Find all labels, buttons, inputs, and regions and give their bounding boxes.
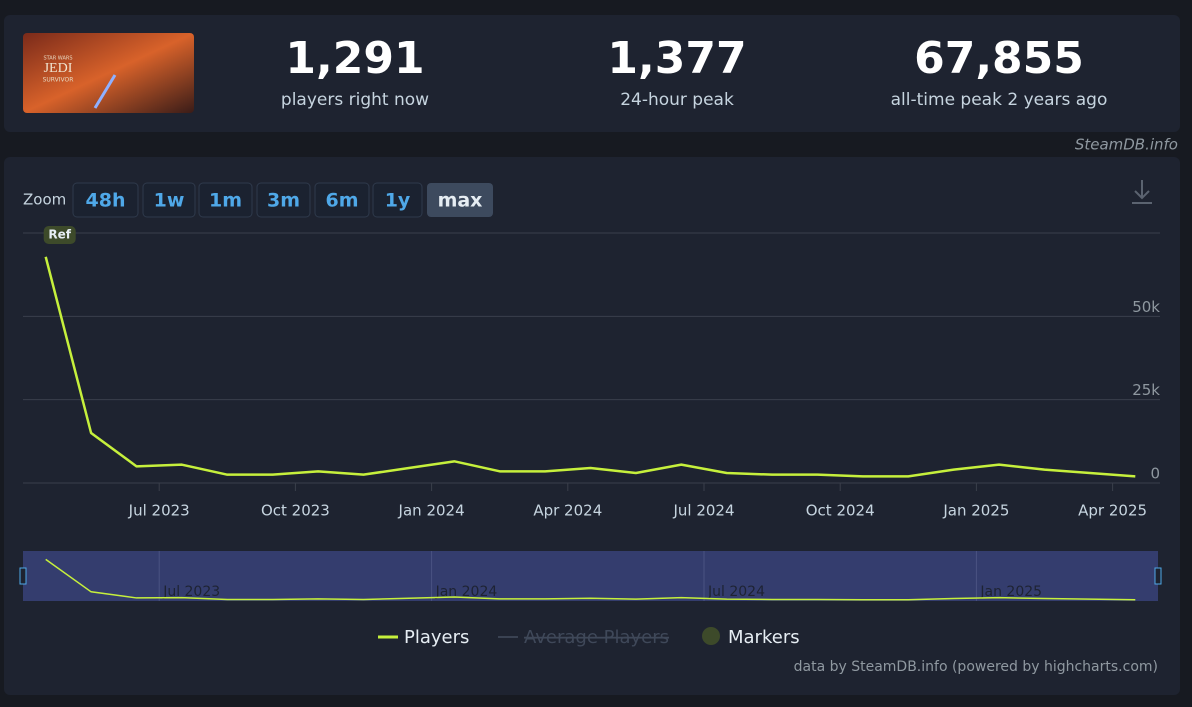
source-label[interactable]: SteamDB.info — [1075, 136, 1178, 154]
stat-value: 67,855 — [914, 33, 1084, 84]
art-text: SURVIVOR — [43, 77, 74, 84]
zoom-button-label[interactable]: 3m — [267, 190, 300, 212]
marker-flag-label[interactable]: Ref — [48, 228, 71, 242]
zoom-button[interactable] — [142, 182, 196, 218]
navigator-label: Jul 2024 — [707, 584, 765, 600]
stat-label: all-time peak 2 years ago — [891, 90, 1108, 110]
zoom-button-label[interactable]: 48h — [86, 190, 126, 212]
x-tick-label: Oct 2023 — [261, 502, 330, 520]
legend-label[interactable]: Average Players — [524, 627, 669, 648]
x-tick-label: Jul 2023 — [128, 502, 190, 520]
chart-panel — [4, 157, 1180, 695]
zoom-button[interactable] — [72, 182, 139, 218]
chart-credit[interactable]: data by SteamDB.info (powered by highcha… — [794, 659, 1158, 675]
zoom-button[interactable] — [256, 182, 311, 218]
stat-value: 1,377 — [607, 33, 746, 84]
players-line — [44, 256, 1136, 478]
legend-swatch[interactable] — [702, 627, 720, 645]
zoom-button-label[interactable]: 6m — [325, 190, 358, 212]
navigator-handle[interactable] — [19, 567, 27, 585]
stat-label: players right now — [281, 90, 429, 110]
y-tick-label: 50k — [1132, 298, 1160, 316]
zoom-button-label[interactable]: max — [438, 190, 483, 212]
zoom-button[interactable] — [372, 182, 423, 218]
marker-flag[interactable] — [43, 226, 76, 244]
zoom-label: Zoom — [23, 191, 66, 209]
legend-label[interactable]: Players — [404, 627, 469, 648]
art-text: JEDI — [44, 61, 73, 76]
zoom-button-label[interactable]: 1m — [209, 190, 242, 212]
navigator-line — [45, 558, 1136, 601]
zoom-button[interactable] — [314, 182, 370, 218]
navigator-handle[interactable] — [1154, 567, 1162, 585]
y-tick-label: 25k — [1132, 381, 1160, 399]
zoom-button-label[interactable]: 1y — [385, 190, 411, 212]
x-tick-label: Jul 2024 — [672, 502, 734, 520]
zoom-button[interactable] — [198, 182, 253, 218]
zoom-button-label[interactable]: 1w — [154, 190, 185, 212]
download-icon[interactable] — [1132, 180, 1152, 204]
legend-label[interactable]: Markers — [728, 627, 800, 648]
stat-label: 24-hour peak — [620, 90, 734, 110]
art-saber — [93, 74, 117, 109]
stats-panel — [4, 15, 1180, 132]
x-tick-label: Jan 2025 — [942, 502, 1009, 520]
x-tick-label: Jan 2024 — [398, 502, 465, 520]
navigator[interactable] — [23, 551, 1158, 601]
zoom-button[interactable] — [427, 183, 493, 217]
x-tick-label: Apr 2025 — [1078, 502, 1147, 520]
navigator-label: Jan 2025 — [979, 584, 1042, 600]
y-tick-label: 0 — [1150, 465, 1160, 483]
navigator-label: Jan 2024 — [435, 584, 498, 600]
stat-value: 1,291 — [285, 33, 424, 84]
x-tick-label: Oct 2024 — [806, 502, 875, 520]
art-text: STAR WARS — [43, 56, 72, 62]
navigator-label: Jul 2023 — [162, 584, 220, 600]
game-art — [23, 33, 194, 113]
x-tick-label: Apr 2024 — [533, 502, 602, 520]
